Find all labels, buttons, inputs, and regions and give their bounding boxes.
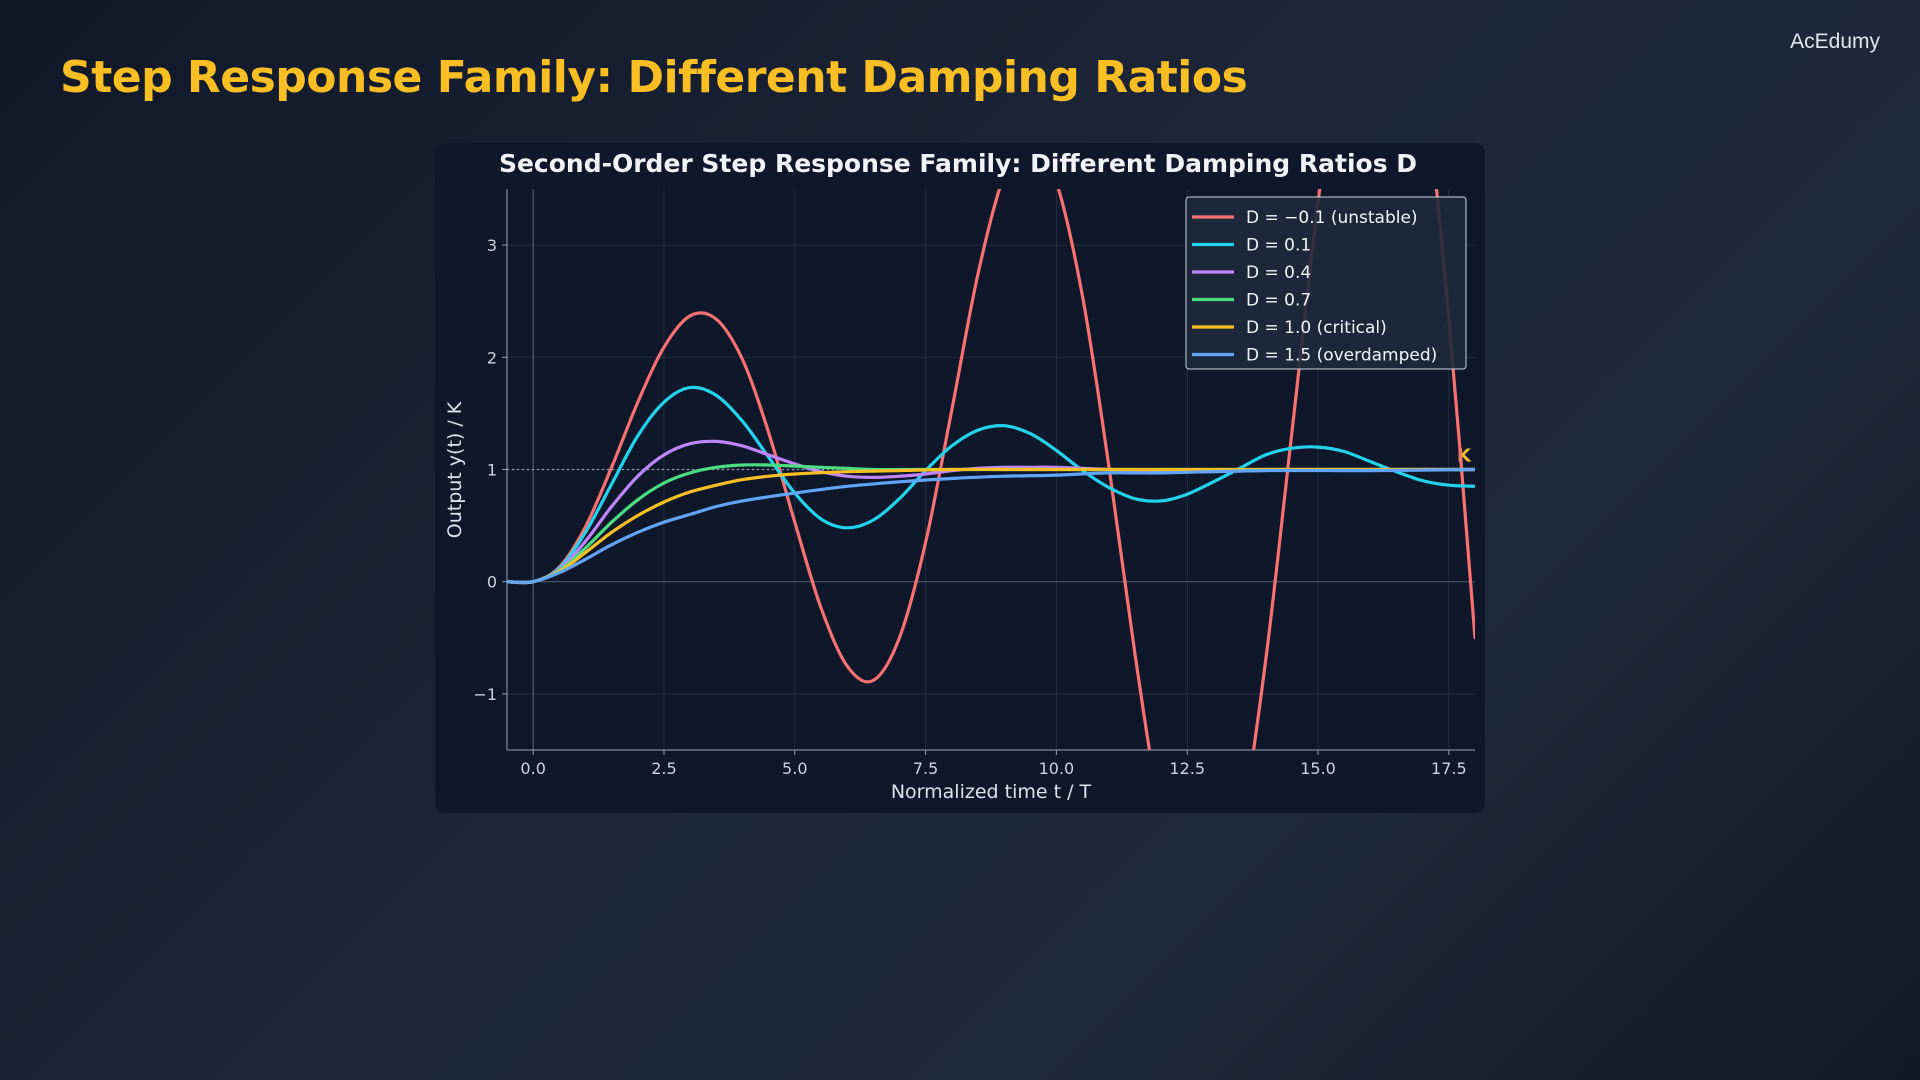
chart-title: Second-Order Step Response Family: Diffe… [499,149,1417,178]
legend-entry-label: D = 0.4 [1246,263,1311,283]
legend-entry-label: D = 0.1 [1246,236,1311,256]
x-tick-label: 7.5 [913,759,938,778]
slide-title: Step Response Family: Different Damping … [60,52,1248,103]
y-tick-label: 1 [487,461,497,480]
x-tick-label: 17.5 [1431,759,1467,778]
series-line-4 [507,463,1475,585]
legend-entry-label: D = 1.0 (critical) [1246,318,1387,338]
series-line-6 [507,467,1475,584]
x-tick-label: 5.0 [782,759,807,778]
series-lines [507,189,1475,750]
y-tick-label: 2 [487,348,497,367]
x-tick-label: 10.0 [1039,759,1075,778]
series-line-5 [507,467,1475,585]
legend-box [1185,196,1467,370]
y-axis-label: Output y(t) / K [444,401,466,538]
y-tick-label: 3 [487,236,497,255]
y-tick-label: 0 [487,573,497,592]
tick-labels: 0.0 2.5 5.0 7.5 10.0 12.5 15.0 17.5 −1 0 1 2 3 [473,236,1466,778]
x-tick-label: 12.5 [1169,759,1205,778]
line-chart: Second-Order Step Response Family: Diffe… [444,149,1475,803]
x-tick-label: 0.0 [520,759,545,778]
series-line-1 [507,189,1475,750]
x-tick-label: 2.5 [651,759,676,778]
series-line-2 [507,385,1475,585]
brand-logo-text: AcEdumy [1790,30,1880,53]
series-line-3 [507,439,1475,585]
legend-entry-label: D = −0.1 (unstable) [1246,208,1418,228]
x-tick-label: 15.0 [1300,759,1336,778]
chart-panel: Second-Order Step Response Family: Diffe… [435,143,1485,813]
legend-entry-label: D = 0.7 [1246,291,1311,311]
legend: D = −0.1 (unstable) D = 0.1 D = 0.4 D = 0.7… [1185,196,1467,370]
legend-entry-label: D = 1.5 (overdamped) [1246,346,1437,366]
y-tick-label: −1 [473,685,497,704]
x-axis-label: Normalized time t / T [891,781,1092,803]
